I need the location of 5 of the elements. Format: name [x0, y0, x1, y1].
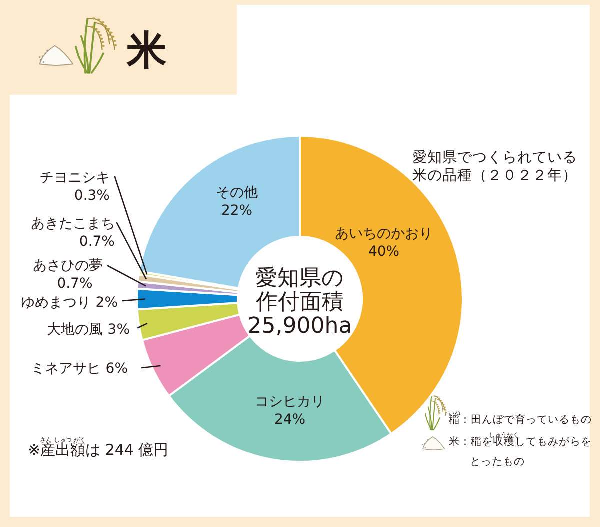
- annotation: 米：稲を収穫してもみがらをとったもの: [449, 436, 592, 468]
- annotation: 愛知県の作付面積25,900ha: [248, 266, 352, 339]
- title: 米: [127, 28, 167, 74]
- annotation: 稲：田んぼで育っているもの: [449, 414, 592, 426]
- subtitle: 愛知県でつくられている米の品種（２０２２年）: [412, 150, 578, 184]
